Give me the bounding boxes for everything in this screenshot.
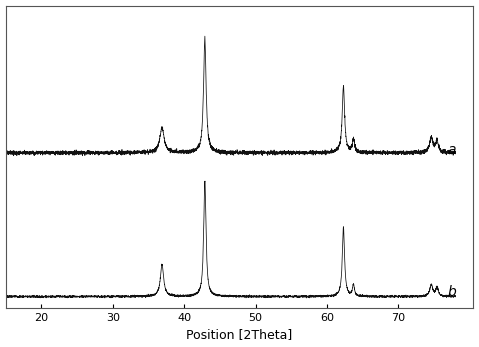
X-axis label: Position [2Theta]: Position [2Theta] <box>186 329 293 341</box>
Text: b: b <box>447 285 456 299</box>
Text: a: a <box>447 143 456 158</box>
